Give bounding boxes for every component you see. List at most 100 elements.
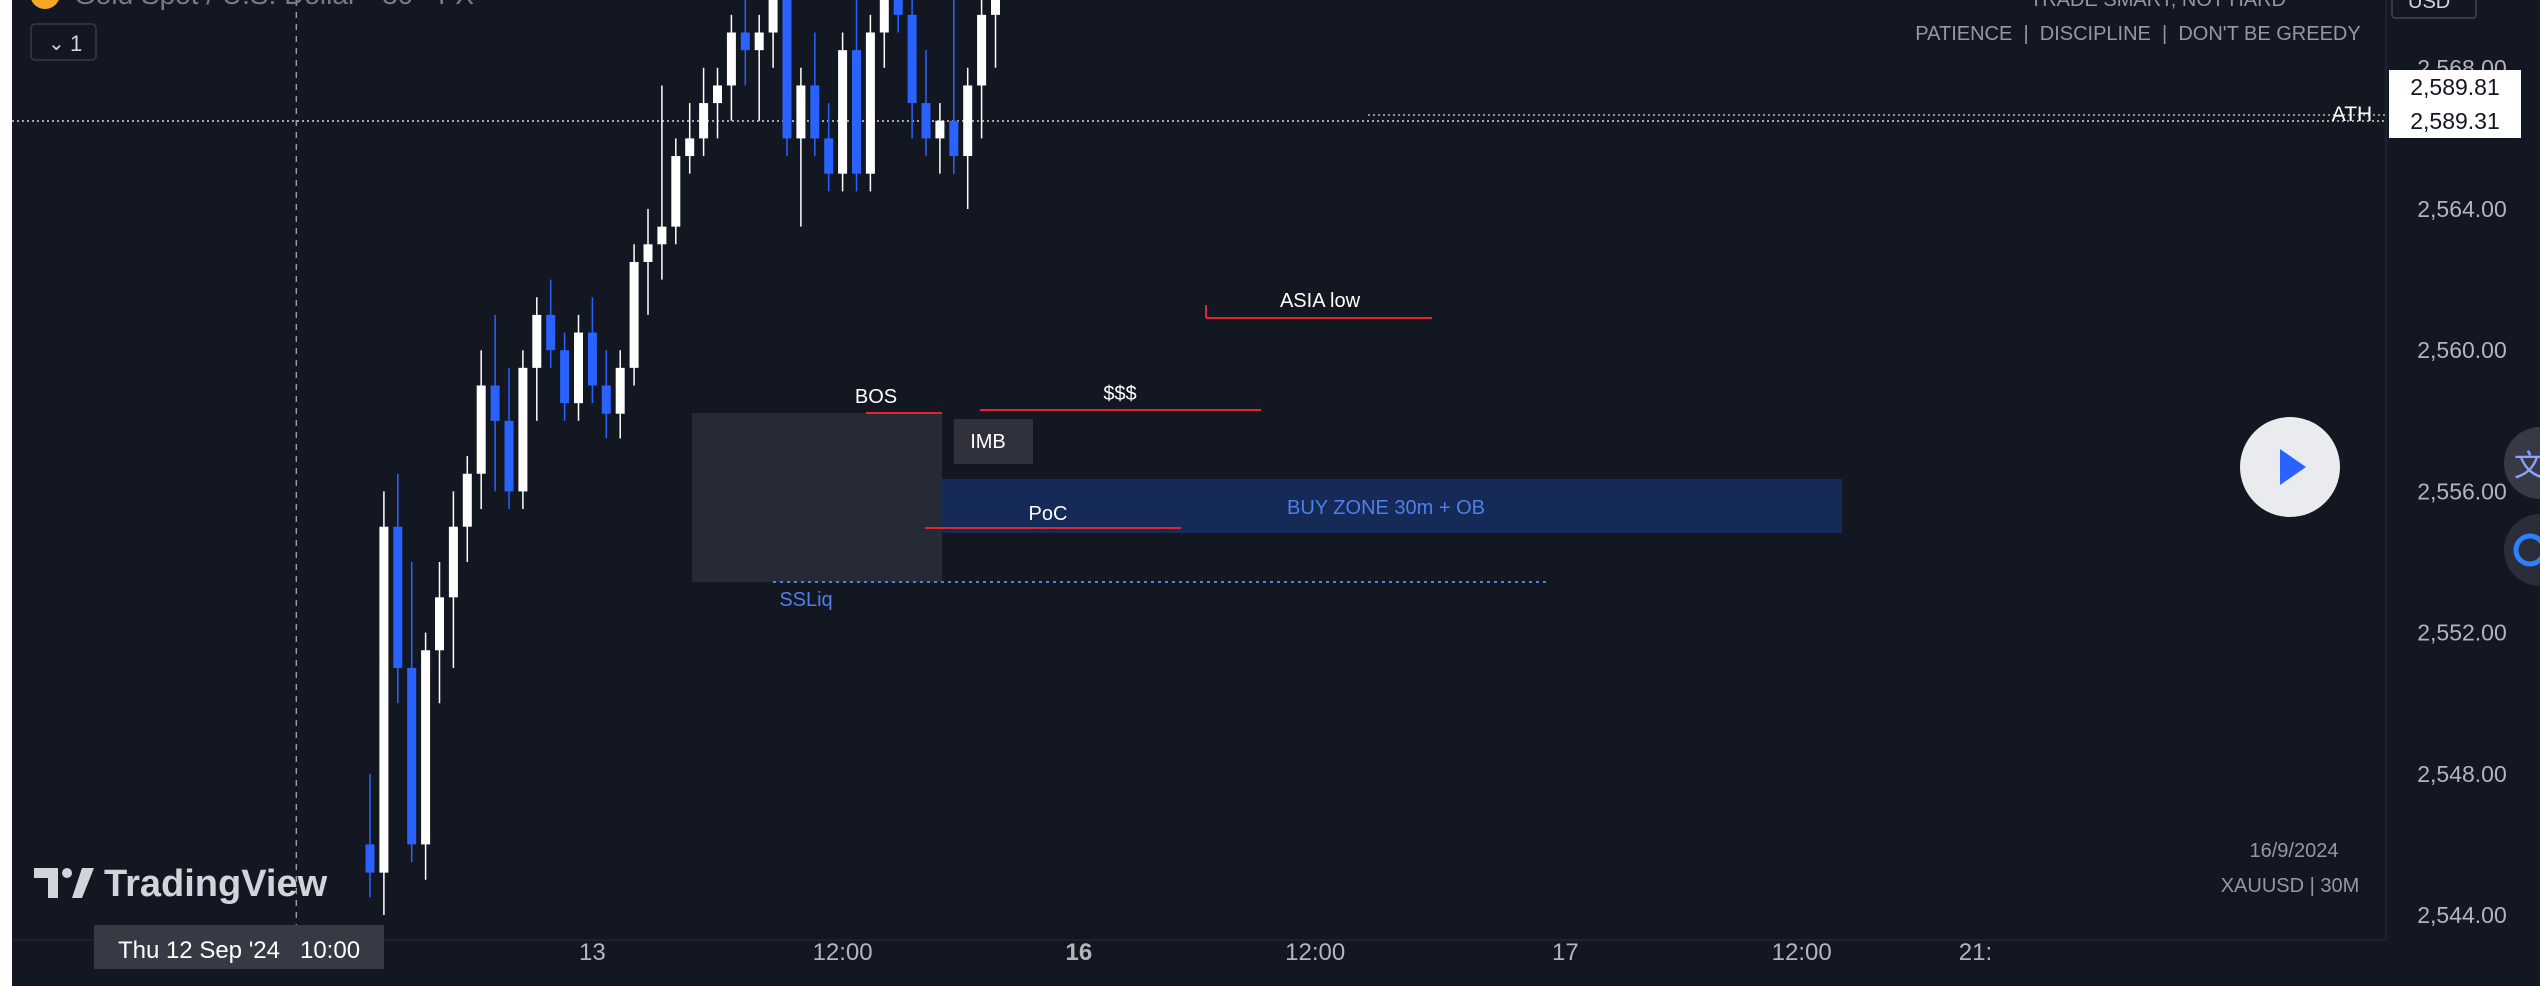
candle-body [810,85,820,139]
candle-body [532,314,542,368]
candle-body [421,650,431,845]
time-tick-label: 16 [1066,939,1093,966]
price-tick-label: 2,564.00 [2417,196,2507,222]
candle-body [448,526,458,598]
candle-body [949,120,959,157]
ath-label: ATH [2332,103,2372,126]
candle-body [768,0,778,33]
bos-label: BOS [855,386,897,408]
dollars-label: $$$ [1103,383,1136,405]
candle-body [977,14,987,86]
candle-body [754,32,764,51]
crosshair-time-label: Thu 12 Sep '24 10:00 [118,937,360,964]
candle-body [435,597,444,651]
candle-body [921,103,931,139]
candle-body [518,367,528,492]
candle-body [365,844,375,873]
candle-body [685,138,695,157]
banner-line-2: PATIENCE | DISCIPLINE | DON'T BE GREEDY [1915,23,2360,45]
candle-body [462,473,472,527]
candle-body [865,32,875,174]
tradingview-logo-text: TradingView [104,863,328,905]
candle-body [476,385,486,474]
candle-body [504,420,514,492]
candle-body [796,85,806,139]
candle-body [991,0,1000,15]
banner-line-1: TRADE SMART, NOT HARD [2030,0,2286,11]
buy-zone-box[interactable] [942,479,1842,533]
candle-body [587,332,597,386]
interval-chip[interactable] [30,23,97,61]
footer-date-stamp: 16/9/2024 [2250,840,2339,862]
price-tick-label: 2,552.00 [2417,620,2507,646]
translate-widget[interactable] [2504,427,2540,499]
translate-icon: 文 [2514,450,2540,483]
candle-body [546,314,556,351]
candle-body [713,85,722,104]
candle-body [407,667,417,845]
candle-body [699,103,709,139]
imb-label: IMB [970,431,1006,453]
candle-body [615,367,625,414]
tradingview-logo-icon [34,868,94,898]
assistant-widget[interactable] [2504,514,2540,586]
price-tick-label: 2,560.00 [2417,337,2507,363]
candle-series[interactable] [365,0,1584,915]
time-tick-label: 17 [1552,939,1579,966]
play-icon [2280,449,2306,485]
imb-box[interactable] [954,419,1033,464]
assistant-icon [2513,533,2540,567]
currency-button-label: USD [2408,0,2450,13]
poc-label: PoC [1029,503,1068,525]
candle-body [601,385,611,414]
currency-button[interactable] [2391,0,2477,19]
price-tick-label: 2,556.00 [2417,478,2507,504]
price-axis-labels: 2,593.312,589.812,589.31 [2389,70,2521,138]
buy-zone-label: BUY ZONE 30m + OB [1287,497,1485,519]
candle-body [824,138,834,174]
candle-body [963,85,973,157]
candle-body [671,156,681,227]
candle-body [629,261,639,368]
asia-low-label: ASIA low [1280,290,1361,312]
candle-body [838,50,848,174]
ssliq-label: SSLiq [779,589,832,611]
interval-chip-label: 1 [70,31,82,56]
price-tick-label: 2,548.00 [2417,761,2507,787]
price-label-text: 2,589.31 [2410,108,2500,134]
candle-body [879,0,889,33]
candle-body [852,50,861,174]
time-tick-label: 13 [579,939,606,966]
time-tick-label: 12:00 [1285,939,1345,966]
symbol-title[interactable]: Gold Spot / U.S. Dollar · 30 · FX [74,0,474,10]
crosshair-time-badge [94,925,384,969]
candle-body [935,120,945,139]
chevron-down-icon: ⌄ [48,33,65,55]
candle-body [893,0,903,15]
footer-symbol-stamp: XAUUSD | 30M [2221,875,2360,897]
consolidation-box[interactable] [692,413,942,582]
candle-body [907,14,917,104]
symbol-icon [31,0,59,9]
time-tick-label: 12:00 [813,939,873,966]
candle-body [740,32,750,51]
price-axis-panel [2386,0,2540,986]
candle-body [490,385,500,421]
candle-body [560,350,570,404]
candle-body [574,332,583,404]
candle-body [726,32,736,86]
time-axis-panel [12,940,2386,986]
price-label-badge [2389,104,2521,138]
candle-body [643,244,653,262]
price-label-badge [2389,70,2521,104]
candle-body [379,526,389,873]
candle-body [393,526,403,668]
price-tick-label: 2,544.00 [2417,902,2507,928]
time-tick-label: 12:00 [1772,939,1832,966]
time-tick-label: 21: [1959,939,1992,966]
candle-body [657,226,667,245]
candle-body [782,0,792,139]
price-label-text: 2,589.81 [2410,74,2500,100]
left-gutter [0,0,12,986]
